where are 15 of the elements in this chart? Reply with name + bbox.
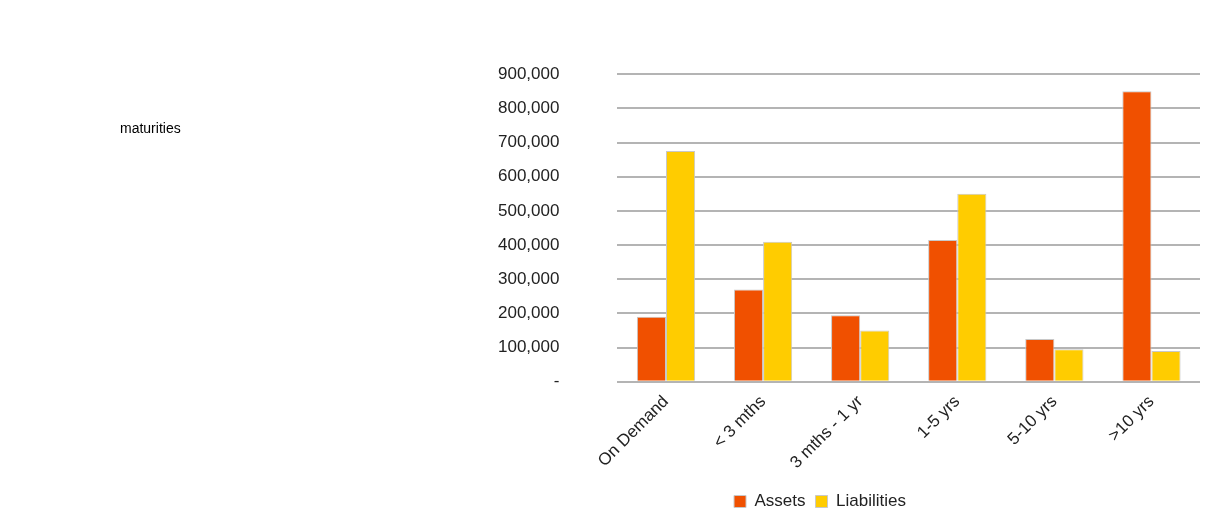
y-tick-label: 100,000 [498, 337, 560, 357]
y-tick-label: 900,000 [498, 63, 560, 83]
y-tick-label: 600,000 [498, 166, 560, 186]
x-tick-label: >10 yrs [1104, 391, 1158, 445]
legend-label: Assets [754, 491, 806, 511]
y-tick-label: - [553, 371, 560, 391]
y-tick-label: 500,000 [498, 200, 560, 220]
legend-label: Liabilities [836, 491, 906, 511]
y-tick-label: 700,000 [498, 132, 560, 152]
x-tick-label: 1-5 yrs [913, 391, 964, 442]
y-tick-label: 800,000 [498, 98, 560, 118]
y-tick-label: 300,000 [498, 268, 560, 288]
y-tick-label: 200,000 [498, 303, 560, 323]
y-tick-label: 400,000 [498, 234, 560, 254]
text: maturities [120, 120, 181, 136]
